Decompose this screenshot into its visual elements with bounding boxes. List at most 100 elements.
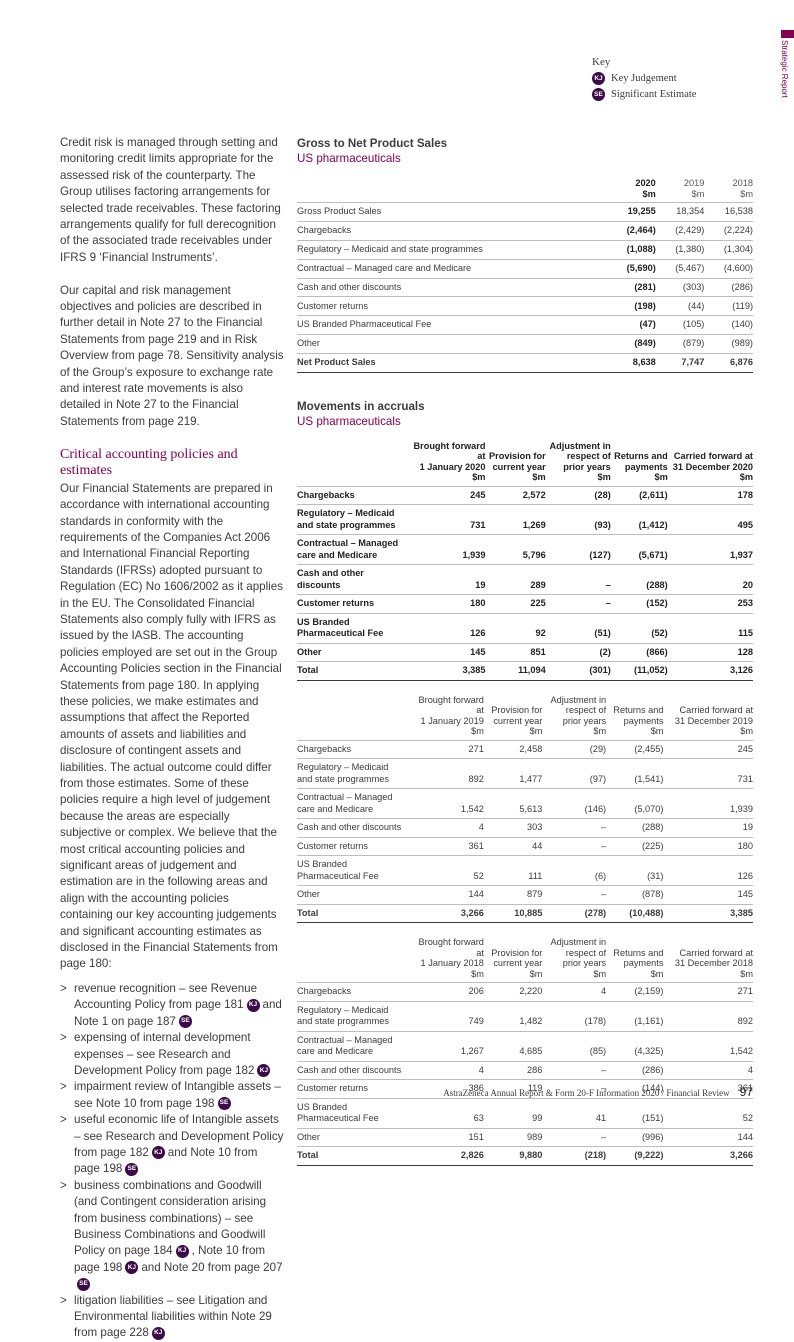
cell: 92 bbox=[485, 612, 546, 644]
badge: SE bbox=[217, 1097, 231, 1111]
cell: 180 bbox=[409, 594, 486, 614]
cell: (879) bbox=[655, 334, 705, 354]
text: and Note 1 on page 187 bbox=[74, 998, 282, 1028]
cell: 145 bbox=[409, 642, 486, 662]
cell: 892 bbox=[663, 1000, 753, 1032]
badge: KJ bbox=[592, 72, 605, 85]
cell: – bbox=[542, 1060, 607, 1080]
bullet-text: business combinations and Goodwill (and … bbox=[74, 1178, 284, 1293]
row: Regulatory – Medicaid and state programm… bbox=[297, 239, 753, 260]
cell: (1,541) bbox=[606, 758, 664, 789]
row-label: Net Product Sales bbox=[297, 353, 608, 373]
cell: – bbox=[542, 885, 607, 905]
cell: – bbox=[542, 1079, 607, 1099]
badge: SE bbox=[178, 1015, 192, 1029]
right-column: Gross to Net Product Sales US pharmaceuti… bbox=[297, 136, 753, 1180]
badge: SE bbox=[592, 88, 605, 101]
cell: 245 bbox=[663, 739, 753, 759]
cell: 119 bbox=[483, 1079, 543, 1099]
cell: 99 bbox=[483, 1097, 543, 1129]
cell: 361 bbox=[409, 836, 484, 856]
cell: 3,126 bbox=[667, 661, 753, 681]
badge: SE bbox=[77, 1277, 90, 1291]
row-label: US Branded Pharmaceutical Fee bbox=[297, 315, 608, 335]
cell: 145 bbox=[663, 885, 753, 905]
row: Other (849) (879) (989) bbox=[297, 334, 753, 354]
column-header: Returns and payments $m bbox=[613, 705, 664, 737]
row-label: US Branded Pharmaceutical Fee bbox=[297, 612, 409, 644]
row: Chargebacks 271 2,458 (29) (2,455) 245 bbox=[297, 739, 753, 759]
row-label: Other bbox=[297, 334, 608, 354]
cell: 10,885 bbox=[483, 903, 543, 924]
row: Cash and other discounts 4 303– (288) 19 bbox=[297, 818, 753, 838]
cell: (152) bbox=[610, 594, 668, 614]
cell: 289 bbox=[485, 564, 546, 595]
cell: 386 bbox=[409, 1079, 484, 1099]
cell: 303 bbox=[483, 818, 543, 838]
cell: 3,385 bbox=[409, 661, 486, 681]
cell: (6) bbox=[542, 855, 607, 886]
cell: 1,939 bbox=[663, 788, 753, 819]
paragraph: Our Financial Statements are prepared in… bbox=[60, 481, 283, 971]
cell: (127) bbox=[545, 534, 611, 565]
column-header: Carried forward at 31 December 2019 $m bbox=[674, 705, 753, 737]
cell: (31) bbox=[606, 855, 664, 886]
cell: (878) bbox=[606, 885, 664, 905]
cell: (2,611) bbox=[610, 485, 668, 505]
cell: 4 bbox=[542, 982, 607, 1002]
cell: – bbox=[542, 836, 607, 856]
cell: (2) bbox=[545, 642, 611, 662]
cell: 111 bbox=[483, 855, 543, 886]
table: 2020 $m 2019 $m 2018 $m Gross Product Sales… bbox=[297, 178, 753, 373]
cell: 361 bbox=[663, 1079, 753, 1099]
cell: (2,464) bbox=[607, 220, 656, 241]
bullet: > expensing of internal development expen… bbox=[60, 1030, 284, 1079]
column-header bbox=[297, 937, 409, 983]
column-header: Returns and payments $m bbox=[613, 947, 664, 979]
cell: (51) bbox=[545, 612, 611, 644]
key-label: Key Judgement bbox=[611, 73, 677, 84]
column-header: Returns and payments $m bbox=[614, 451, 668, 483]
table-title: Gross to Net Product Sales bbox=[297, 137, 448, 150]
bullet-text: litigation liabilities – see Litigation … bbox=[74, 1293, 284, 1342]
bullet-text: useful economic life of Intangible asset… bbox=[74, 1112, 284, 1178]
cell: 11,094 bbox=[485, 661, 546, 681]
bullet-marker: > bbox=[60, 1113, 67, 1127]
badge: SE bbox=[125, 1162, 139, 1176]
column-header: 2018 $m bbox=[732, 178, 753, 199]
cell: (10,488) bbox=[606, 903, 664, 924]
column-header: Brought forward at 1 January 2018 $m bbox=[418, 937, 484, 979]
cell: 180 bbox=[663, 836, 753, 856]
cell: 4 bbox=[409, 1060, 484, 1080]
cell: 2,572 bbox=[485, 485, 546, 505]
cell: (44) bbox=[655, 296, 705, 316]
row: Total 2,826 9,880 (218) (9,222) 3,266 bbox=[297, 1146, 753, 1166]
table-title: Movements in accruals bbox=[297, 399, 425, 413]
cell: 6,876 bbox=[704, 353, 753, 373]
cell: (28) bbox=[545, 485, 611, 505]
cell: (146) bbox=[542, 788, 607, 819]
row-label: Regulatory – Medicaid and state programm… bbox=[297, 239, 608, 260]
row-label: Regulatory – Medicaid and state programm… bbox=[297, 504, 409, 535]
column-header: Adjustment in respect of prior years $m bbox=[550, 937, 607, 979]
left-column: Credit risk is managed through setting a… bbox=[60, 135, 284, 1342]
row-label: Total bbox=[297, 903, 409, 924]
badge: KJ bbox=[151, 1326, 165, 1340]
cell: 286 bbox=[483, 1060, 543, 1080]
cell: 3,266 bbox=[409, 903, 484, 924]
column-header: Carried forward at 31 December 2020 $m bbox=[672, 451, 753, 483]
bullet: > impairment review of Intangible assets … bbox=[60, 1079, 284, 1112]
column-header: Brought forward at 1 January 2019 $m bbox=[418, 694, 484, 737]
row-label: Other bbox=[297, 1127, 409, 1147]
cell: 41 bbox=[542, 1097, 607, 1129]
cell: (1,088) bbox=[607, 239, 656, 260]
cell: (303) bbox=[655, 277, 705, 297]
cell: 1,267 bbox=[409, 1030, 484, 1062]
cell: 2,458 bbox=[483, 739, 543, 759]
column-header: Provision for current year $m bbox=[491, 705, 543, 737]
cell: – bbox=[545, 594, 611, 614]
cell: 115 bbox=[667, 612, 753, 644]
row-label: Customer returns bbox=[297, 296, 608, 316]
cell: (5,070) bbox=[606, 788, 664, 819]
cell: (47) bbox=[607, 315, 656, 335]
